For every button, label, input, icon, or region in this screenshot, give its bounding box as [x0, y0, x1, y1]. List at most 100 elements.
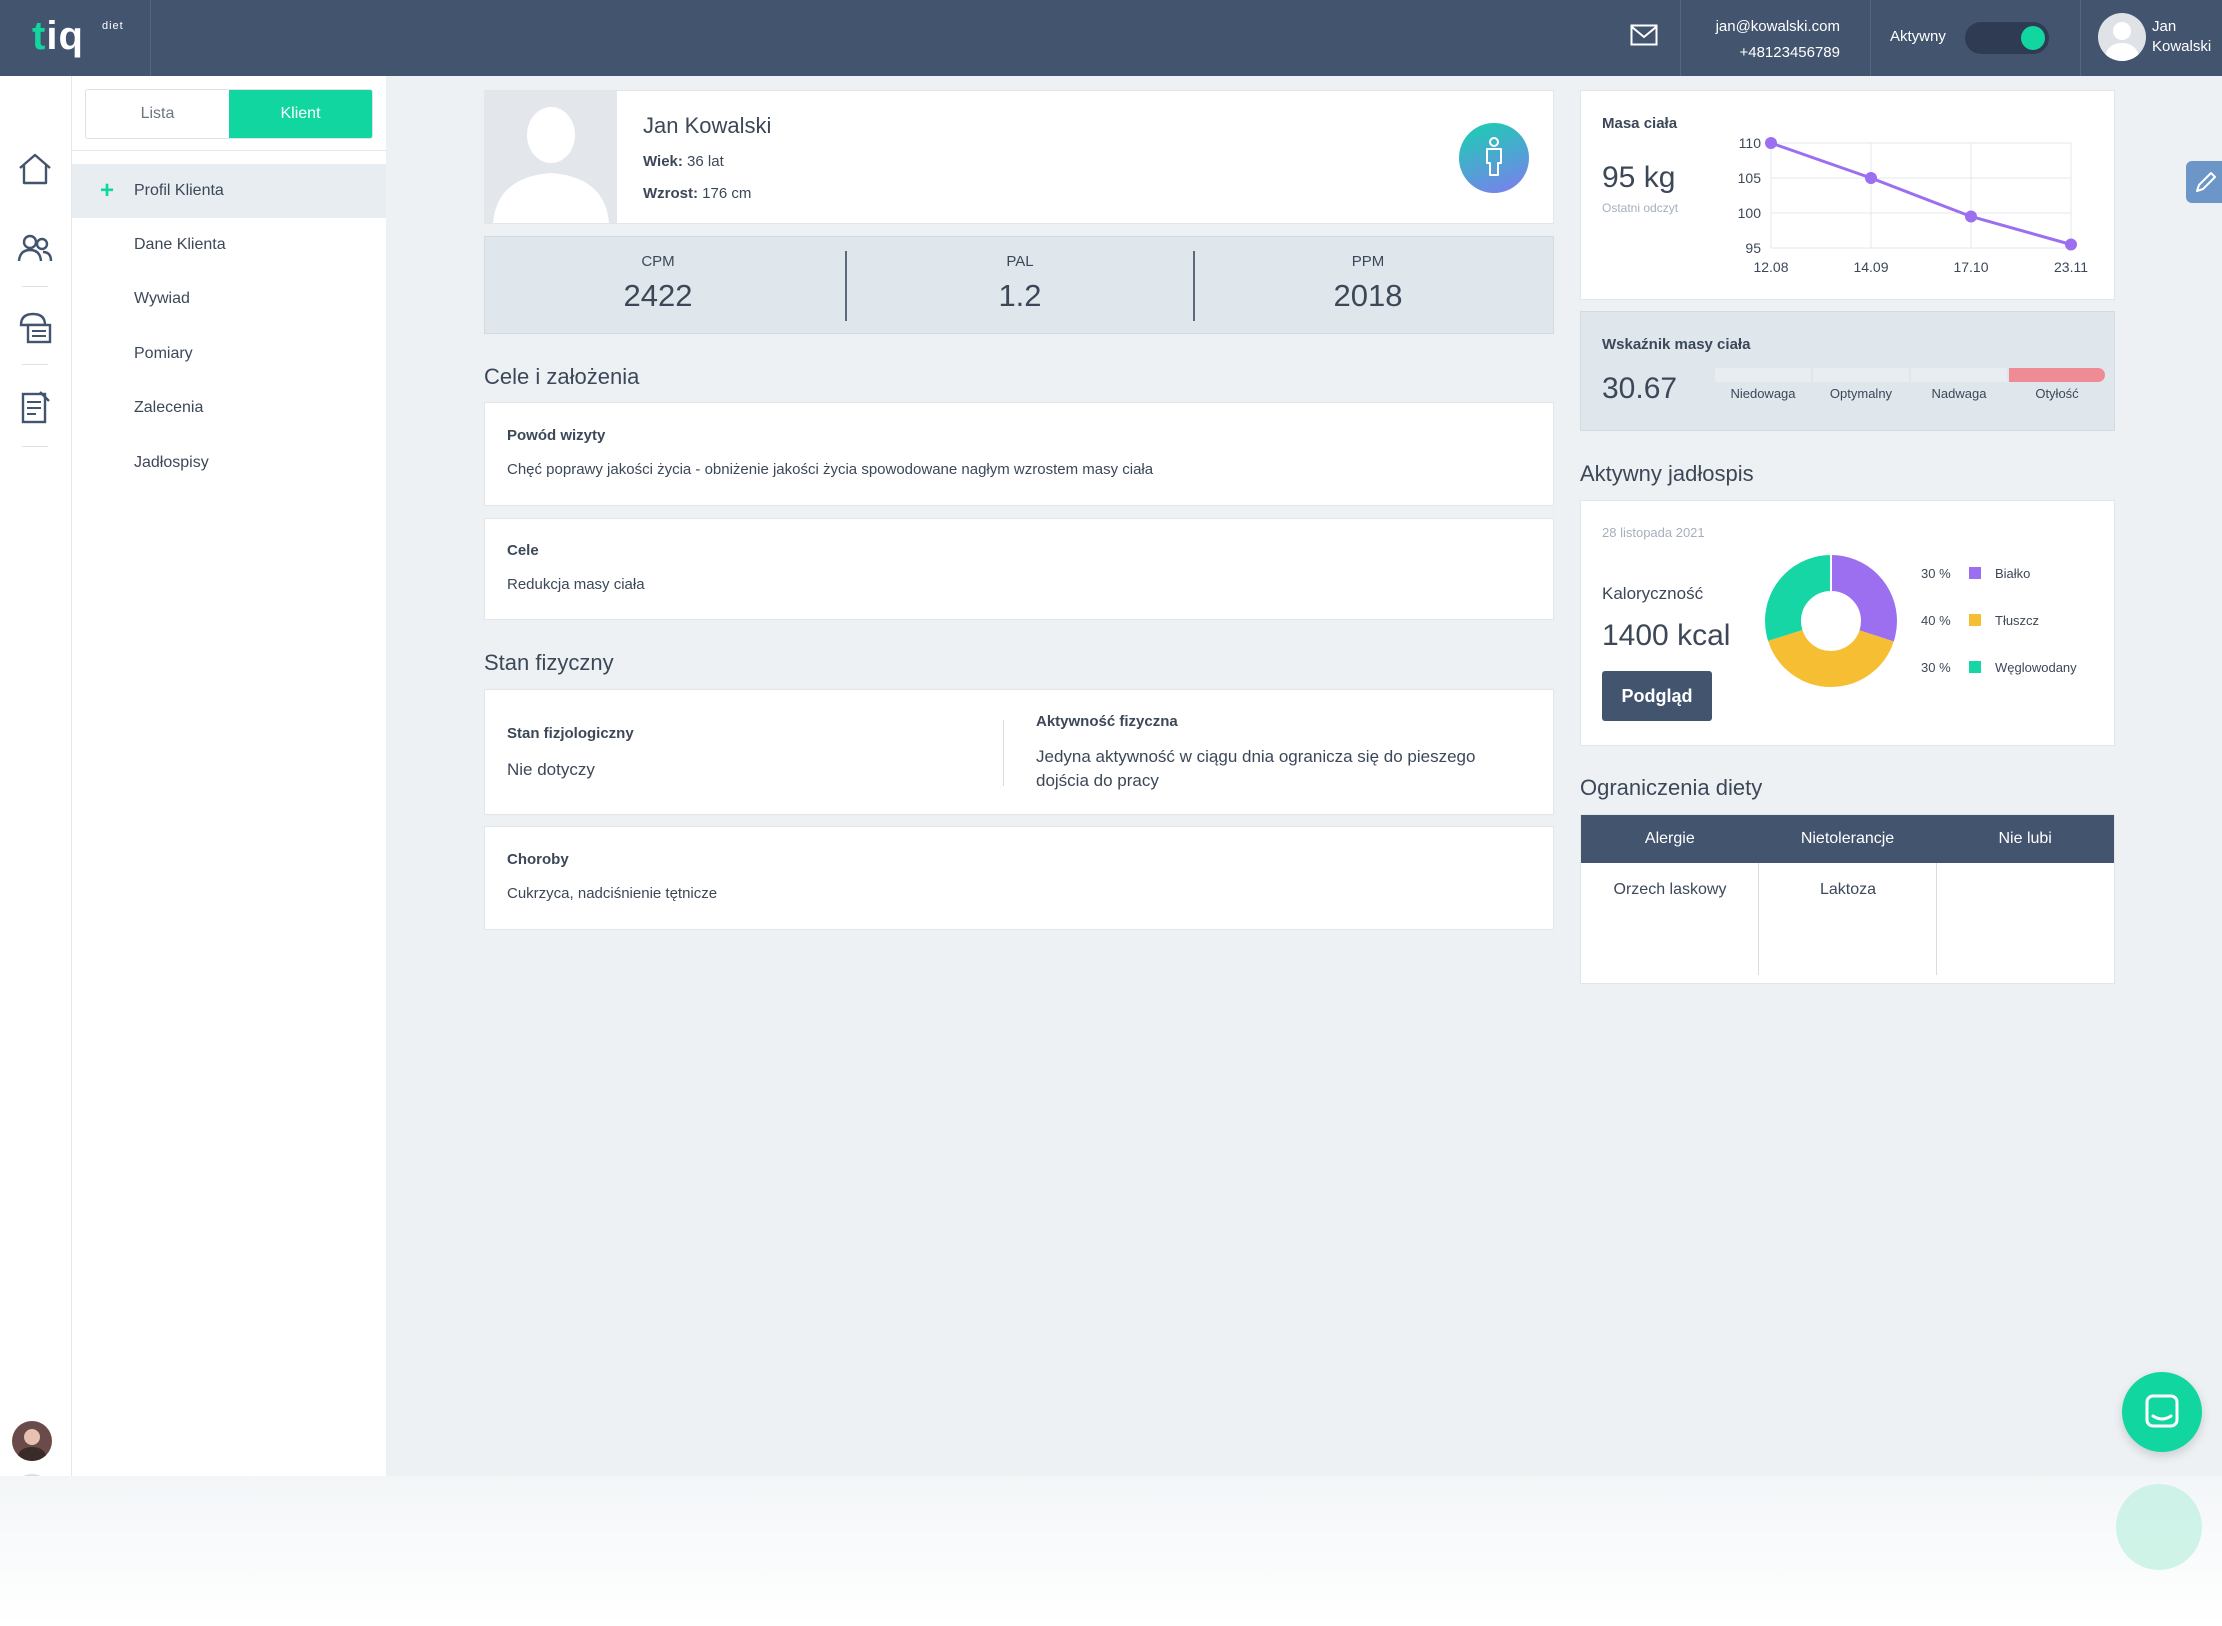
physical-state-card: Stan fizjologiczny Nie dotyczy Aktywność…	[484, 689, 1554, 815]
male-badge[interactable]	[1459, 123, 1529, 193]
legend-value: 40 %	[1921, 612, 1951, 628]
rail-divider	[22, 286, 48, 287]
physiological-state-label: Stan fizjologiczny	[507, 725, 634, 742]
divider	[1003, 720, 1004, 786]
sidebar-item-dane-klienta[interactable]: Dane Klienta	[72, 218, 386, 272]
legend-label: Białko	[1995, 565, 2031, 581]
weight-data-point	[1965, 210, 1977, 223]
home-icon[interactable]	[16, 150, 54, 188]
tab-lista[interactable]: Lista	[140, 105, 175, 122]
bmi-card: Wskaźnik masy ciała 30.67 Niedowaga Opty…	[1580, 311, 2115, 431]
app-logo[interactable]: tiq diet	[32, 14, 124, 58]
visit-reason-value: Chęć poprawy jakości życia - obniżenie j…	[507, 461, 1154, 478]
header-email[interactable]: jan@kowalski.com	[1715, 18, 1840, 35]
allergies-cell: Orzech laskowy	[1613, 881, 1727, 898]
status-toggle[interactable]	[1965, 22, 2049, 54]
stat-ppm: PPM 2018	[1195, 237, 1541, 333]
mail-icon[interactable]	[1630, 24, 1658, 46]
avatar[interactable]	[12, 1421, 52, 1461]
y-tick-label: 100	[1738, 205, 1762, 221]
user-silhouette-icon	[2104, 22, 2140, 61]
column-divider	[1936, 863, 1937, 975]
visit-reason-label: Powód wizyty	[507, 427, 606, 444]
stat-pal: PAL 1.2	[847, 237, 1193, 333]
food-icon[interactable]	[16, 308, 54, 346]
edit-tab[interactable]	[2186, 161, 2222, 203]
physical-activity-value-line2: dojścia do pracy	[1036, 771, 1159, 790]
legend-label: Węglowodany	[1995, 659, 2077, 675]
chat-icon	[2145, 1394, 2179, 1428]
legend-swatch	[1969, 661, 1981, 673]
weight-data-point	[1765, 137, 1777, 149]
physical-activity-label: Aktywność fizyczna	[1036, 713, 1178, 730]
stat-value: 1.2	[998, 278, 1042, 313]
goals-card: Cele Redukcja masy ciała	[484, 518, 1554, 620]
notes-icon[interactable]	[16, 388, 54, 426]
goals-value: Redukcja masy ciała	[507, 576, 645, 593]
weight-value: 95 kg	[1602, 161, 1676, 194]
client-height: Wzrost: 176 cm	[643, 185, 751, 202]
y-tick-label: 105	[1738, 170, 1762, 186]
age-label: Wiek:	[643, 153, 683, 170]
stat-label: PAL	[1006, 253, 1034, 270]
sidebar-item-zalecenia[interactable]: Zalecenia	[72, 381, 386, 435]
meal-plan-section-title: Aktywny jadłospis	[1580, 461, 1754, 486]
stat-value: 2018	[1333, 278, 1403, 313]
macro-donut-chart	[1765, 555, 1897, 687]
column-header-intolerances: Nietolerancje	[1800, 830, 1895, 847]
column-header-allergies: Alergie	[1644, 830, 1695, 847]
meal-plan-card: 28 listopada 2021 Kaloryczność 1400 kcal…	[1580, 500, 2115, 746]
avatar[interactable]	[2098, 13, 2146, 61]
sidebar-item-label: Zalecenia	[134, 399, 204, 416]
sidebar-item-wywiad[interactable]: Wywiad	[72, 272, 386, 326]
physiological-state-value: Nie dotyczy	[507, 760, 595, 779]
user-name[interactable]: Jan Kowalski	[2152, 17, 2211, 57]
x-tick-label: 17.10	[1953, 259, 1988, 275]
toggle-knob	[2021, 26, 2045, 50]
sidebar-item-label: Jadłospisy	[134, 454, 209, 471]
stat-divider	[845, 251, 847, 321]
goals-label: Cele	[507, 542, 539, 559]
client-name: Jan Kowalski	[643, 113, 772, 138]
top-bar: tiq diet jan@kowalski.com +48123456789 Ak…	[0, 0, 2222, 76]
column-divider	[1758, 863, 1759, 975]
chat-button[interactable]	[2122, 1372, 2202, 1452]
bmi-segment-underweight	[1715, 368, 1811, 382]
legend-item: 30 % Węglowodany	[1921, 657, 2077, 677]
sidebar-item-pomiary[interactable]: Pomiary	[72, 327, 386, 381]
physical-section-title: Stan fizyczny	[484, 650, 614, 675]
diseases-value: Cukrzyca, nadciśnienie tętnicze	[507, 885, 718, 902]
intolerances-cell: Laktoza	[1819, 881, 1877, 898]
header-phone: +48123456789	[1739, 44, 1840, 61]
height-label: Wzrost:	[643, 185, 698, 202]
weight-line-chart: 110 105 100 95 12.08 14.09 17.10 23.11	[1738, 135, 2089, 275]
status-label: Aktywny	[1890, 28, 1946, 45]
stat-value: 2422	[623, 278, 693, 313]
bmi-label: Nadwaga	[1931, 386, 1987, 401]
dislikes-cell	[1937, 863, 2115, 975]
person-icon	[16, 1429, 48, 1461]
physical-activity-value-line1: Jedyna aktywność w ciągu dnia ogranicza …	[1036, 747, 1476, 766]
view-switch: Lista Klient	[85, 89, 373, 139]
client-subnav: Lista Klient + Profil Klienta Dane Klien…	[72, 76, 386, 1476]
bottom-fade	[0, 1476, 2222, 1626]
contact-info: jan@kowalski.com +48123456789	[1690, 14, 1840, 66]
y-tick-label: 110	[1739, 135, 1762, 151]
pencil-icon	[2196, 172, 2216, 192]
legend-value: 30 %	[1921, 565, 1951, 581]
bmi-label: Optymalny	[1829, 386, 1893, 401]
users-icon[interactable]	[16, 230, 54, 268]
column-header-dislikes: Nie lubi	[1998, 830, 2052, 847]
preview-button[interactable]: Podgląd	[1602, 671, 1712, 721]
bmi-title: Wskaźnik masy ciała	[1602, 336, 1751, 353]
donut-slice	[1765, 555, 1897, 687]
sidebar-item-jadlospisy[interactable]: Jadłospisy	[72, 436, 386, 490]
x-tick-label: 12.08	[1753, 259, 1788, 275]
sidebar-item-profil-klienta[interactable]: + Profil Klienta	[72, 164, 386, 218]
weight-data-point	[1865, 172, 1877, 184]
goals-section-title: Cele i założenia	[484, 364, 640, 389]
tab-klient[interactable]: Klient	[229, 90, 372, 138]
chat-button-ghost	[2116, 1484, 2202, 1570]
y-tick-label: 95	[1745, 240, 1761, 256]
weight-title: Masa ciała	[1602, 115, 1678, 132]
